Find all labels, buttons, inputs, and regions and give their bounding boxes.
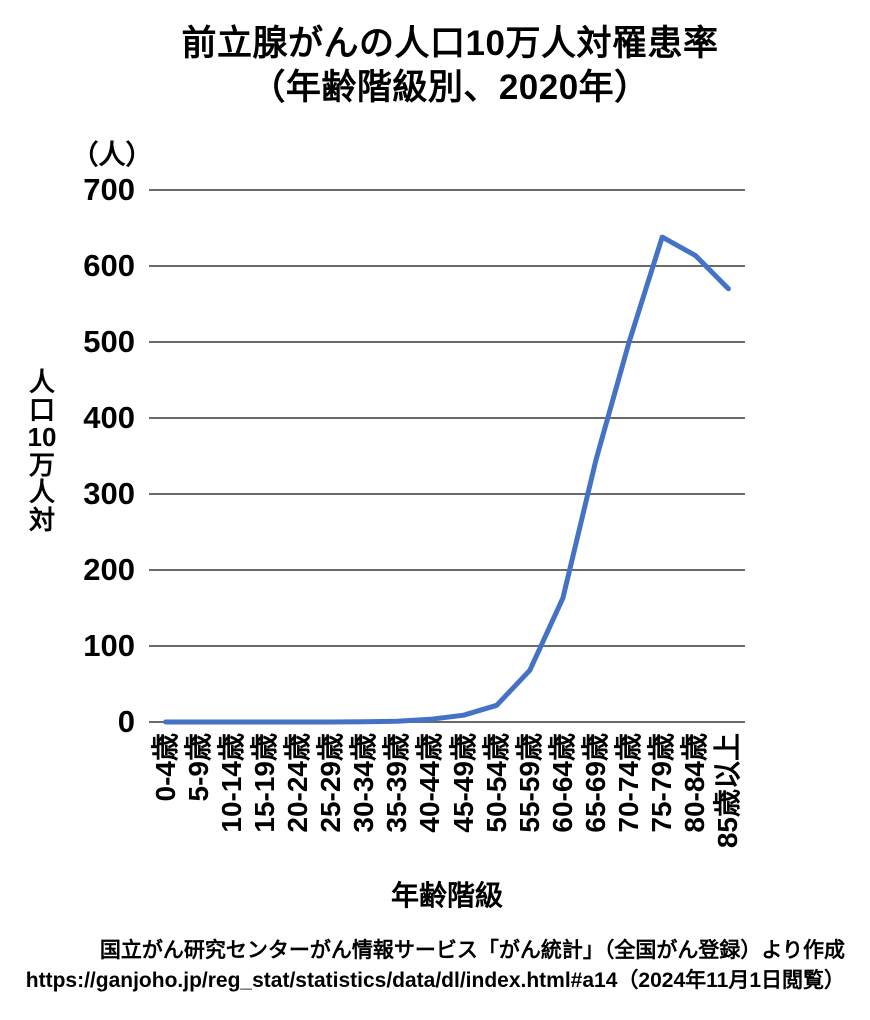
chart-title: 前立腺がんの人口10万人対罹患率 （年齢階級別、2020年） (30, 22, 870, 110)
x-axis-tick-label: 20-24歳 (282, 733, 313, 833)
x-axis-tick-label: 55-59歳 (513, 733, 545, 833)
y-axis-title-char: 対 (28, 504, 55, 535)
y-axis-title-char: 口 (28, 394, 55, 425)
y-axis-unit-label: （人） (71, 140, 153, 170)
incidence-line-chart (163, 234, 731, 725)
gridline (149, 265, 745, 267)
gridline (149, 721, 745, 723)
x-axis-tick-label: 50-54歳 (480, 733, 512, 833)
incidence-series-line (163, 234, 731, 725)
x-axis-tick-label: 10-14歳 (215, 733, 247, 833)
chart-title-line2: （年齢階級別、2020年） (250, 68, 650, 107)
x-axis-tick-label: 40-44歳 (414, 733, 446, 833)
gridline (149, 341, 745, 343)
source-note: 国立がん研究センターがん情報サービス「がん統計」（全国がん登録）より作成 htt… (26, 936, 845, 996)
gridline (149, 417, 745, 419)
x-axis-tick-label: 85歳以上 (712, 733, 744, 849)
y-axis-tick-labels: 0 100 200 300 400 500 600 700 (0, 172, 135, 739)
gridline (149, 645, 745, 647)
x-axis-tick-label: 45-49歳 (447, 733, 479, 833)
plot-area (149, 189, 745, 725)
y-axis-title-char: 10 (27, 422, 57, 452)
x-axis-tick-label: 35-39歳 (381, 733, 413, 833)
y-axis-tick-label: 500 (83, 324, 135, 359)
y-axis-title-char: 人 (28, 367, 55, 397)
x-axis-tick-label: 60-64歳 (546, 733, 578, 833)
x-axis-title: 年齢階級 (390, 880, 503, 911)
y-axis-tick-label: 0 (117, 704, 135, 739)
x-axis-tick-label: 80-84歳 (679, 733, 711, 833)
y-axis-title: 人 口 10 万 人 対 (20, 367, 64, 535)
gridline (149, 493, 745, 495)
source-note-line2: https://ganjoho.jp/reg_stat/statistics/d… (25, 969, 845, 992)
x-axis-tick-label: 70-74歳 (613, 733, 645, 833)
y-axis-tick-label: 700 (83, 172, 135, 207)
chart-title-line1: 前立腺がんの人口10万人対罹患率 (181, 24, 719, 63)
y-axis-tick-label: 200 (83, 552, 135, 587)
x-axis-tick-label: 75-79歳 (646, 733, 678, 833)
y-axis-title-char: 万 (28, 449, 55, 480)
x-axis-tick-label: 5-9歳 (182, 733, 214, 802)
y-axis-tick-label: 100 (83, 628, 135, 663)
x-axis-tick-label: 15-19歳 (248, 733, 280, 833)
y-axis-tick-label: 300 (83, 476, 135, 511)
y-axis-tick-label: 400 (83, 400, 135, 435)
source-note-line1: 国立がん研究センターがん情報サービス「がん統計」（全国がん登録）より作成 (99, 939, 845, 962)
gridline (149, 189, 745, 191)
x-axis-tick-label: 30-34歳 (348, 733, 380, 833)
y-axis-tick-label: 600 (83, 248, 135, 283)
gridline (149, 569, 745, 571)
x-axis-tick-labels: 0-4歳 5-9歳 10-14歳 15-19歳 20-24歳 25-29歳 30-34歳 35… (149, 733, 745, 893)
x-axis-tick-label: 0-4歳 (149, 733, 181, 802)
x-axis-tick-label: 65-69歳 (580, 733, 611, 833)
x-axis-tick-label: 25-29歳 (315, 733, 347, 833)
y-axis-title-char: 人 (28, 477, 55, 507)
